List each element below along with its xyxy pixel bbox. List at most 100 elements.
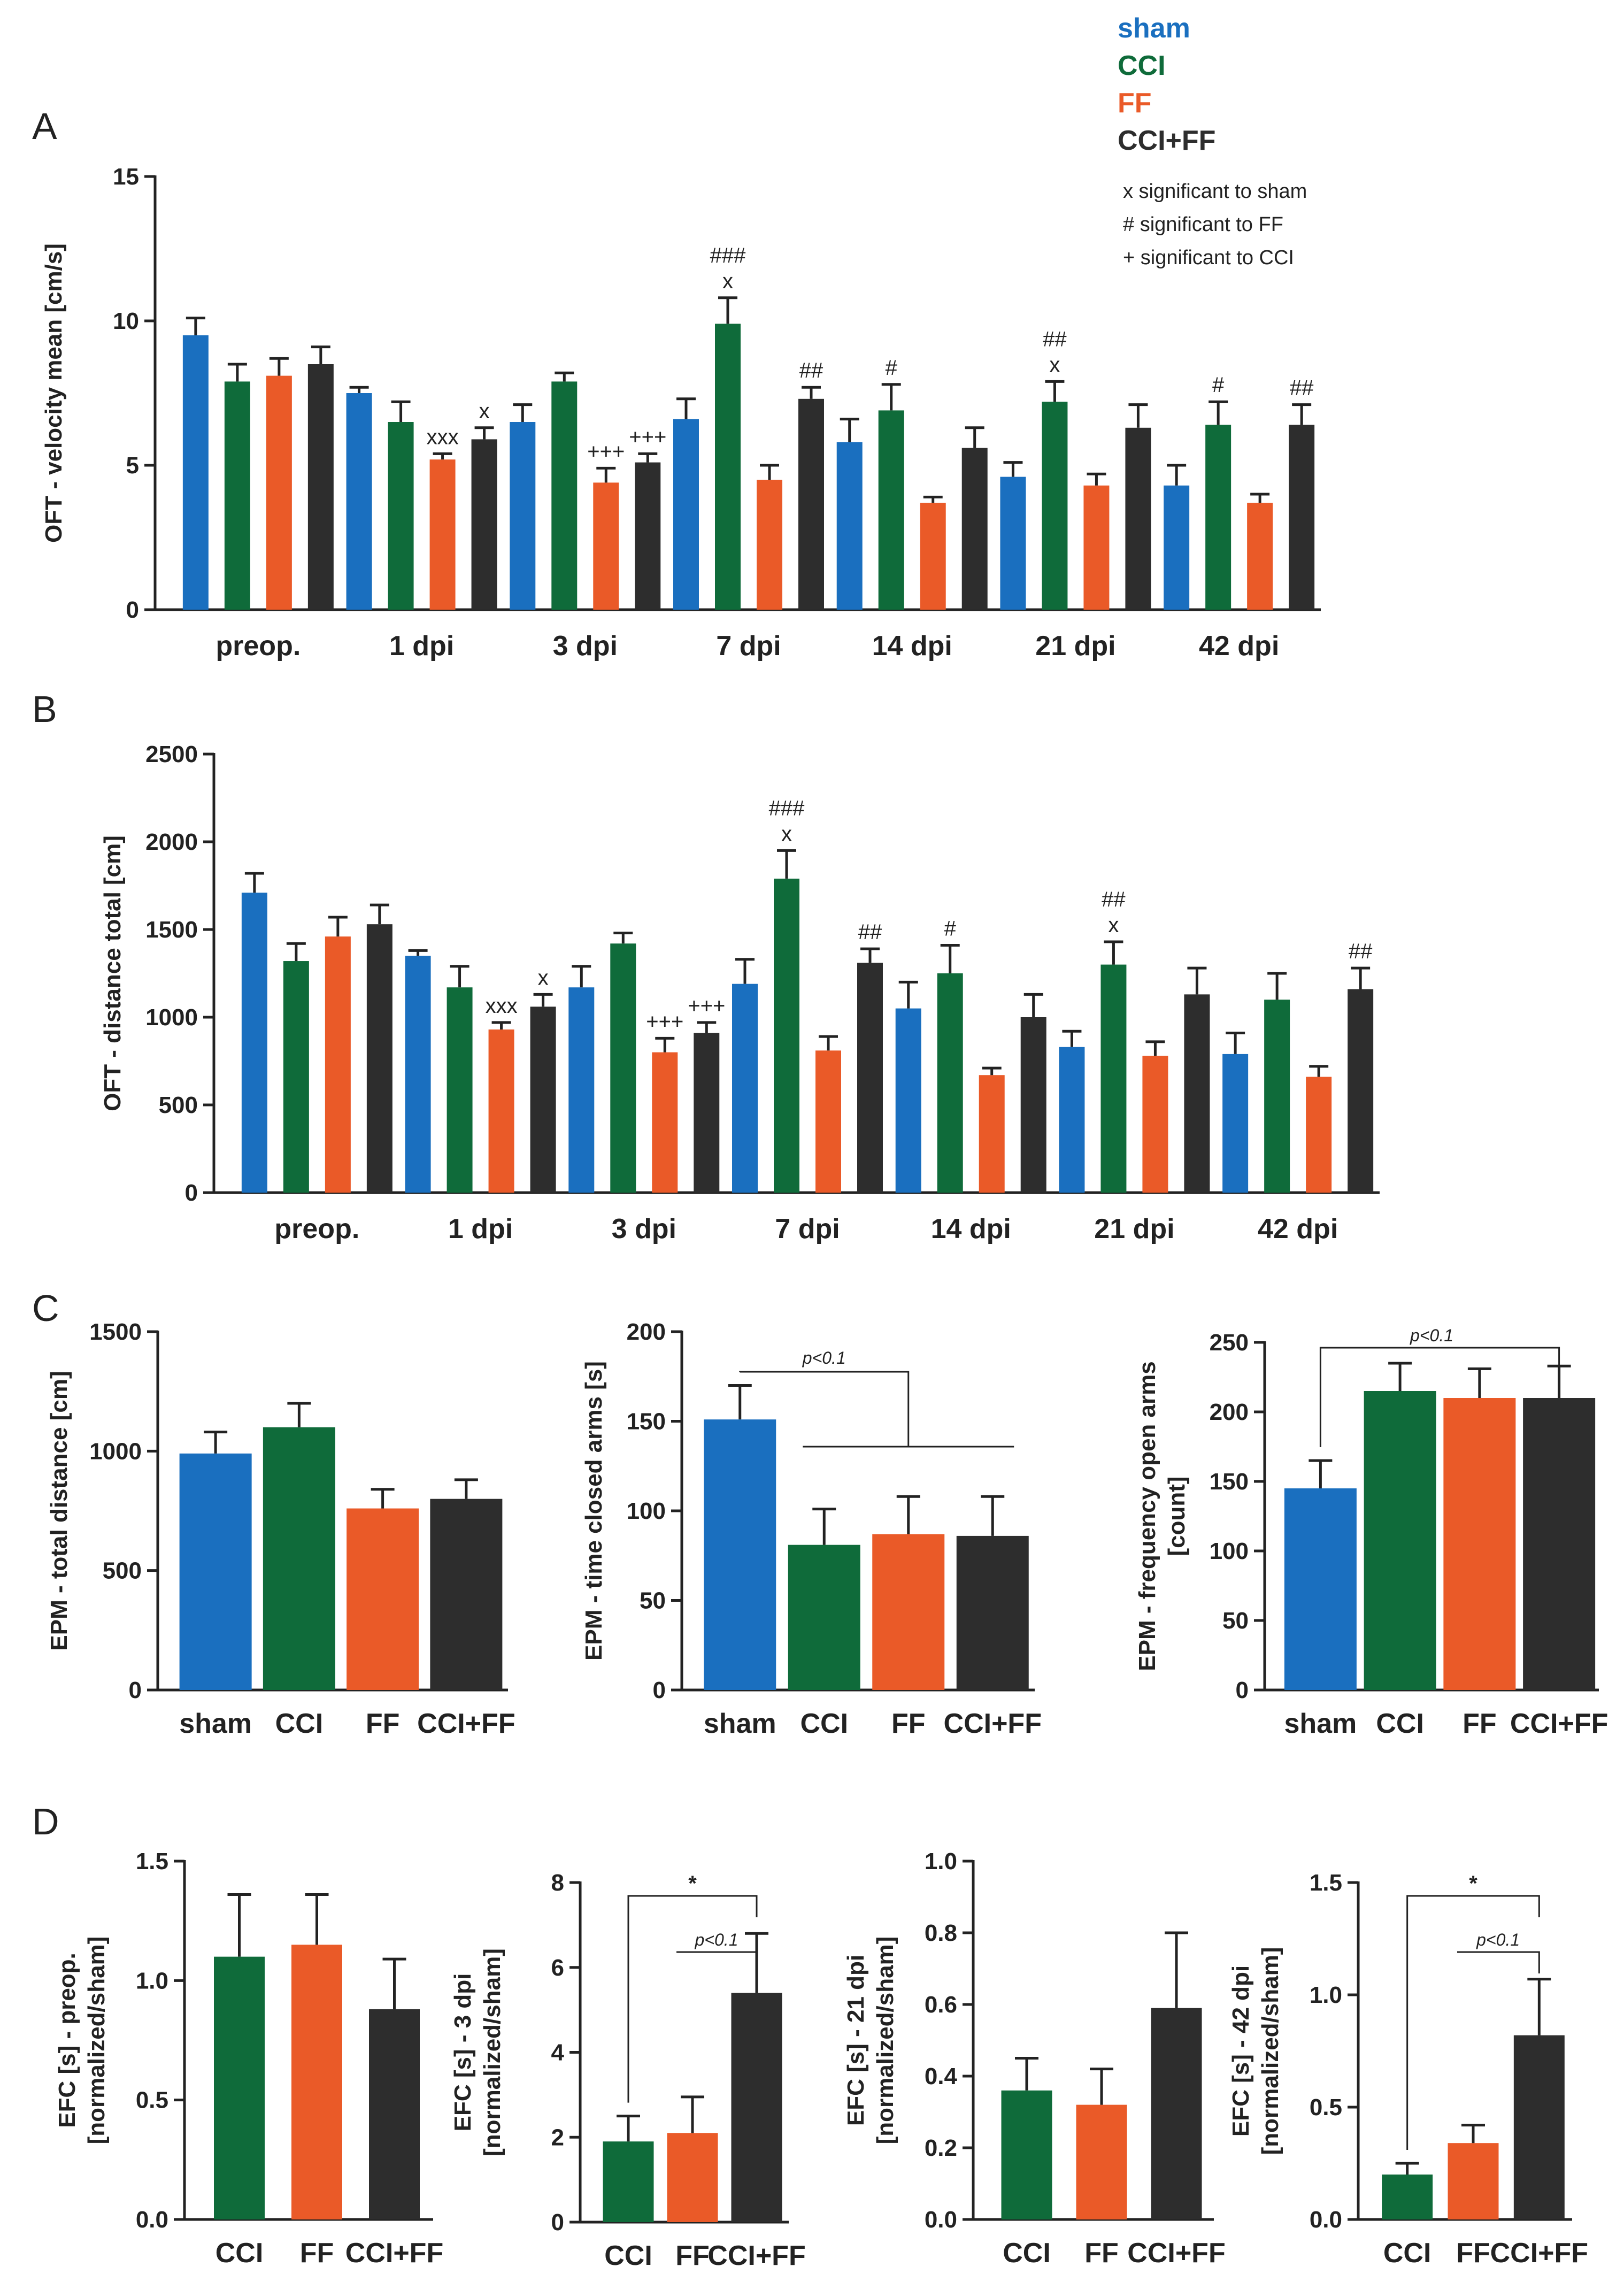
chart-b-y-tick-label: 2500: [145, 741, 198, 767]
chart-d2-bracket: [676, 1951, 758, 1973]
chart-b-bar-ff: [488, 1029, 514, 1193]
chart-a-bar-cci: [551, 381, 578, 610]
chart-b-x-tick-label: 21 dpi: [1094, 1213, 1174, 1244]
chart-a-bar-ff: [429, 459, 456, 610]
chart-c1-y-tick-label: 0: [129, 1677, 142, 1703]
chart-d2-y-tick-label: 8: [551, 1870, 564, 1896]
chart-c2-x-tick-label: CCI+FF: [944, 1708, 1042, 1739]
chart-c1-bar-cci: [263, 1427, 335, 1690]
chart-d4-bracket: [1457, 1951, 1540, 1973]
chart-a-y-tick-label: 0: [126, 597, 139, 623]
chart-c2-bar-cci-ff: [956, 1535, 1029, 1690]
chart-c3-x-tick-label: CCI: [1376, 1708, 1424, 1739]
chart-d1-y-tick-label: 1.5: [136, 1848, 168, 1874]
chart-d4-x-tick-label: CCI+FF: [1490, 2238, 1588, 2269]
chart-d4-bracket-label: *: [1469, 1872, 1477, 1895]
chart-b-bar-sham: [895, 1008, 921, 1193]
chart-c2-bracket: [739, 1371, 910, 1447]
chart-b-significance-mark: +++: [688, 994, 725, 1018]
chart-c1-bar-cci-ff: [430, 1499, 503, 1690]
chart-c1-x-tick-label: FF: [366, 1708, 400, 1739]
chart-c3-bar-sham: [1284, 1488, 1357, 1690]
chart-a-y-label: OFT - velocity mean [cm/s]: [41, 243, 67, 543]
chart-b-significance-mark: x: [538, 966, 549, 989]
chart-a-bar-sham: [836, 442, 863, 610]
chart-b-panel-label: B: [32, 688, 57, 730]
chart-c3-y-label: [count]: [1164, 1476, 1190, 1556]
chart-b-bar-cci-ff: [530, 1007, 556, 1193]
chart-b-bar-sham: [568, 987, 595, 1193]
chart-c3-y-tick-label: 200: [1210, 1399, 1249, 1425]
chart-b-bar-cci: [1264, 1000, 1290, 1193]
chart-b-x-tick-label: preop.: [274, 1213, 359, 1244]
chart-a-bar-sham: [182, 335, 209, 610]
chart-d4-x-tick-label: FF: [1456, 2238, 1490, 2269]
legend-note: + significant to CCI: [1123, 247, 1294, 269]
chart-d1-y-tick-label: 1.0: [136, 1968, 168, 1994]
chart-c3-bar-ff: [1443, 1398, 1516, 1690]
chart-a-x-tick-label: 14 dpi: [872, 631, 952, 662]
chart-c3-bar-cci-ff: [1523, 1398, 1596, 1690]
chart-a-significance-mark: x: [479, 400, 490, 423]
chart-a-significance-mark: ##: [1043, 327, 1067, 351]
chart-c1-x-tick-label: sham: [179, 1708, 252, 1739]
chart-d3-bar-cci: [1001, 2090, 1052, 2219]
chart-d2-x-tick-label: CCI: [604, 2240, 652, 2271]
chart-d1-panel-label: D: [32, 1801, 59, 1842]
chart-a-bar-cci-ff: [1289, 425, 1315, 610]
chart-c2-bracket-label: p<0.1: [802, 1348, 846, 1368]
chart-a-x-tick-label: 21 dpi: [1035, 631, 1115, 662]
chart-b-significance-mark: x: [781, 822, 792, 846]
chart-b-significance-mark: +++: [646, 1010, 683, 1033]
chart-b-bar-cci-ff: [1348, 989, 1374, 1193]
chart-a-significance-mark: #: [1212, 373, 1225, 397]
chart-b-x-tick-label: 7 dpi: [775, 1213, 840, 1244]
chart-d4-bar-ff: [1448, 2143, 1499, 2219]
chart-a-bar-cci-ff: [961, 448, 988, 610]
chart-d1-bar-cci: [214, 1956, 265, 2219]
chart-a-bar-cci-ff: [307, 364, 334, 610]
chart-c3-y-tick-label: 50: [1222, 1608, 1249, 1634]
chart-b-x-tick-label: 14 dpi: [931, 1213, 1011, 1244]
chart-d1-x-tick-label: CCI: [215, 2238, 264, 2269]
chart-a-panel-label: A: [32, 105, 57, 147]
chart-c3-bar-cci: [1364, 1391, 1436, 1690]
chart-a-y-tick-label: 15: [113, 164, 139, 190]
chart-d4-bracket-label: p<0.1: [1476, 1930, 1520, 1949]
chart-b-y-tick-label: 2000: [145, 829, 198, 855]
legend-entry-cci-ff: CCI+FF: [1118, 125, 1215, 156]
chart-c2-bar-cci: [788, 1545, 860, 1690]
chart-c3-y-tick-label: 0: [1236, 1677, 1249, 1703]
chart-c2-x-tick-label: sham: [704, 1708, 776, 1739]
chart-b-bar-cci: [774, 878, 799, 1193]
chart-b-bar-sham: [241, 893, 267, 1193]
legend-note: x significant to sham: [1123, 180, 1307, 203]
chart-a-significance-mark: #: [886, 356, 898, 380]
chart-c2-x-tick-label: FF: [891, 1708, 926, 1739]
chart-a-bar-ff: [1083, 485, 1110, 610]
chart-b-y-tick-label: 1000: [145, 1004, 198, 1031]
chart-b-significance-mark: #: [944, 917, 957, 941]
chart-d2-y-tick-label: 0: [551, 2209, 564, 2235]
chart-c1-bar-sham: [179, 1453, 252, 1690]
chart-c3-x-tick-label: sham: [1284, 1708, 1357, 1739]
chart-c1-y-tick-label: 1500: [89, 1319, 142, 1345]
chart-d2-y-tick-label: 6: [551, 1955, 564, 1981]
chart-b-bar-cci-ff: [1020, 1017, 1046, 1193]
chart-b-significance-mark: ###: [769, 796, 805, 820]
chart-d4-y-label: [normalized/sham]: [1257, 1947, 1283, 2155]
chart-d1-y-tick-label: 0.0: [136, 2207, 168, 2233]
chart-a-bar-cci: [878, 410, 904, 610]
chart-d2-bracket-label: *: [688, 1872, 697, 1895]
chart-b-bar-ff: [652, 1052, 678, 1193]
chart-d2-x-tick-label: CCI+FF: [707, 2240, 805, 2271]
chart-c3-y-label: EPM - frequency open arms: [1134, 1361, 1160, 1671]
chart-b-bar-cci-ff: [694, 1033, 720, 1193]
chart-c2-bar-sham: [704, 1419, 776, 1690]
chart-d2-y-label: EFC [s] - 3 dpi: [450, 1973, 476, 2132]
chart-c1-y-tick-label: 500: [103, 1558, 142, 1584]
legend-entry-ff: FF: [1118, 88, 1152, 119]
chart-d1-x-tick-label: CCI+FF: [345, 2238, 443, 2269]
chart-a-bar-cci-ff: [1125, 427, 1151, 610]
